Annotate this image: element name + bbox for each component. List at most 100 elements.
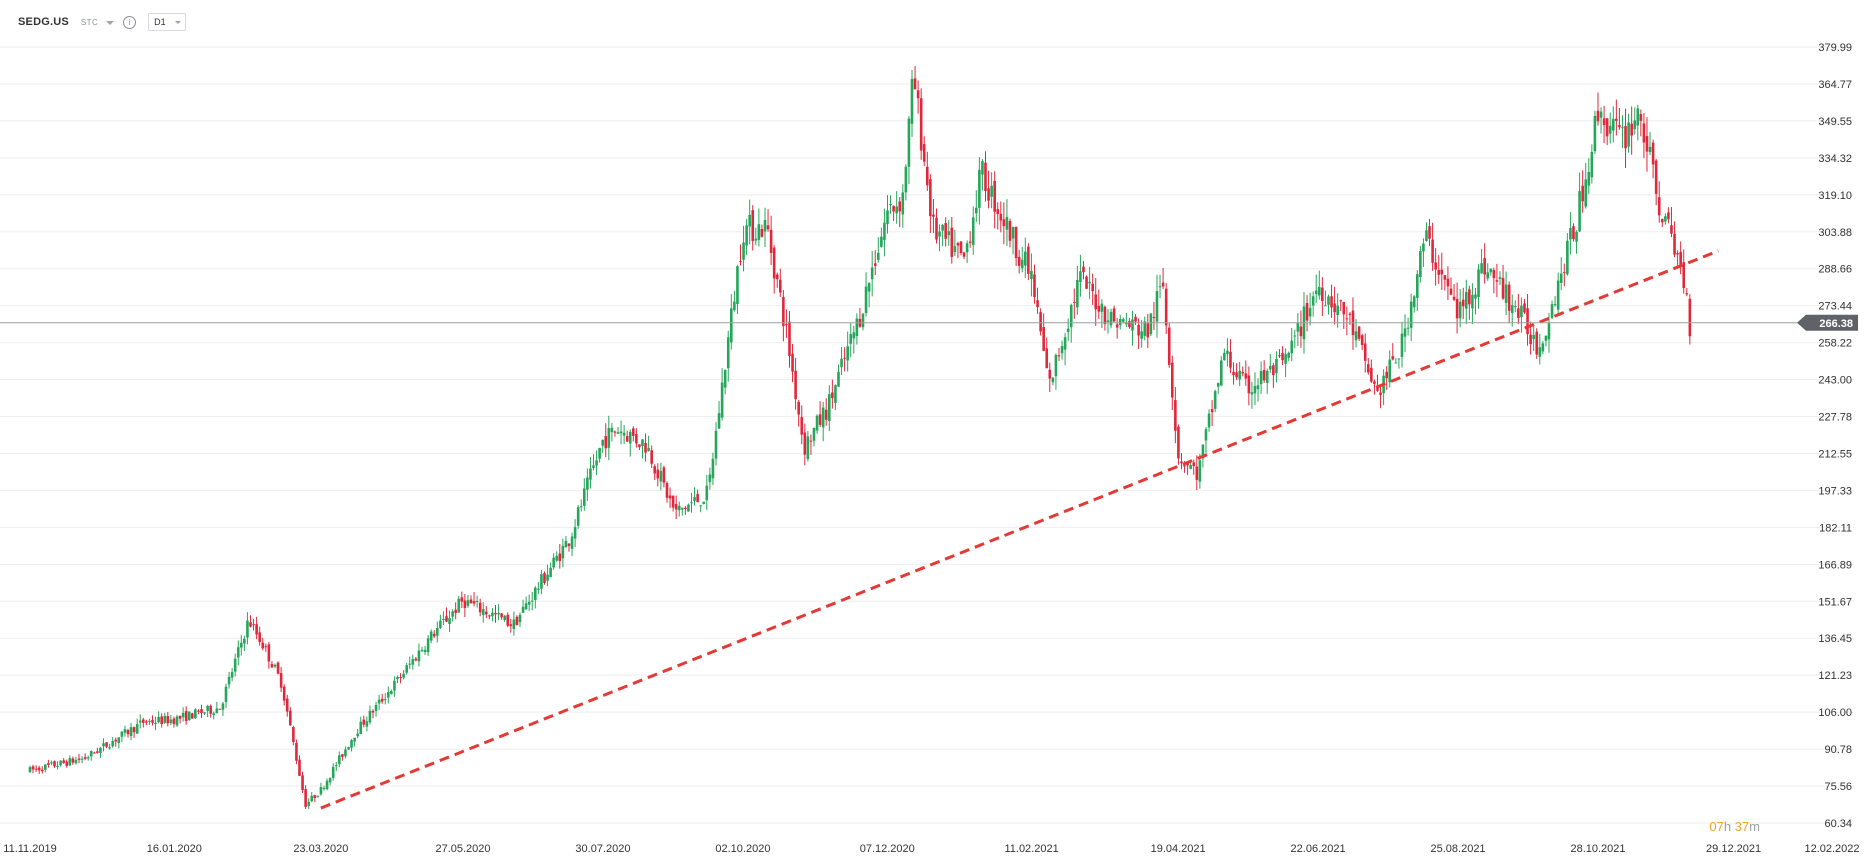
candle-body [720,382,724,418]
candle [93,751,96,754]
candle [191,712,194,719]
candle-body [1327,296,1330,305]
candle [1342,301,1346,330]
candle [420,646,424,653]
candle [295,739,298,765]
candle [1321,277,1324,316]
candle-body [1189,465,1192,470]
candle-body [1039,312,1042,332]
candle [1648,131,1652,156]
candle [1452,283,1456,302]
candle-body [411,659,415,665]
candle [1461,287,1465,320]
candle-body [1118,319,1122,326]
candle [696,489,699,503]
candle-body [429,631,433,641]
candle-body [1403,328,1407,337]
candle-body [1247,375,1251,394]
candle [1446,266,1450,301]
candle-body [227,676,231,685]
candle-body [1321,287,1324,301]
candle [1431,222,1434,271]
candle [742,225,745,272]
candle-body [586,477,589,490]
candle-body [561,545,565,559]
candle-body [1155,291,1159,322]
candle [184,706,188,725]
trendline[interactable] [320,249,1719,810]
candle [1060,340,1064,360]
candle [491,608,494,622]
candle-body [775,274,779,280]
time-axis[interactable]: 11.11.2019 16.01.2020 23.03.2020 27.05.2020… [3,843,1859,855]
candle [1023,237,1027,279]
candle-body [206,705,209,711]
candle-body [184,711,188,722]
candle [488,614,491,620]
price-axis[interactable]: 379.99 364.77 349.55 334.32 319.10 303.88 288.… [1818,42,1852,830]
candle-body [760,229,764,237]
candle-body [80,758,84,760]
candle-body [102,743,105,747]
candle-body [1578,191,1581,232]
candle [414,657,418,662]
candle-body [1446,278,1450,287]
candle [313,794,317,803]
candle-body [815,415,819,431]
candle [1495,263,1499,298]
candle-body [1048,369,1052,379]
candle-body [1149,313,1153,335]
support-trendline[interactable] [320,249,1719,810]
candle [1394,358,1398,364]
candle-body [1474,294,1477,299]
candle-body [1152,317,1156,319]
candle [521,599,525,613]
candle-body [834,385,837,403]
chevron-down-icon[interactable] [106,20,115,25]
candle [824,398,828,426]
candle-body [157,717,160,723]
y-tick-label: 212.55 [1818,448,1852,460]
candle-body [619,431,623,434]
candle [233,653,237,677]
candle-body [1339,300,1343,302]
timeframe-select[interactable]: D1 [148,13,186,31]
candle-body [910,78,914,124]
candle [1002,202,1006,245]
candle-body [714,430,718,459]
candle [583,478,586,511]
candle-body [497,612,500,615]
candle [1262,360,1266,383]
candle [1593,110,1597,155]
candle-body [788,321,791,356]
candle [197,709,200,715]
candles [28,65,1692,810]
candle [230,668,234,682]
candle [693,487,696,506]
info-icon[interactable]: i [123,15,137,29]
candle [846,331,849,372]
candle-body [1673,233,1676,255]
candle-body [800,417,804,435]
candle [258,626,261,646]
candle-body [1627,122,1630,147]
candle [1471,283,1474,325]
candle-body [959,241,963,254]
symbol-label[interactable]: SEDG.US [18,16,69,28]
candle [864,272,868,317]
candle [1391,343,1395,361]
candle [1115,318,1119,339]
candle [990,172,993,209]
candle [218,708,222,710]
countdown-minutes: 37 [1734,819,1750,834]
candle-body [1422,243,1425,252]
candle-body [1002,219,1006,227]
candle-body [1520,305,1523,318]
candle [166,711,170,727]
candle-body [772,247,776,279]
candle-body [1526,308,1529,335]
candle [1011,226,1015,255]
candle-body [702,501,706,504]
candle-body [1290,340,1294,354]
